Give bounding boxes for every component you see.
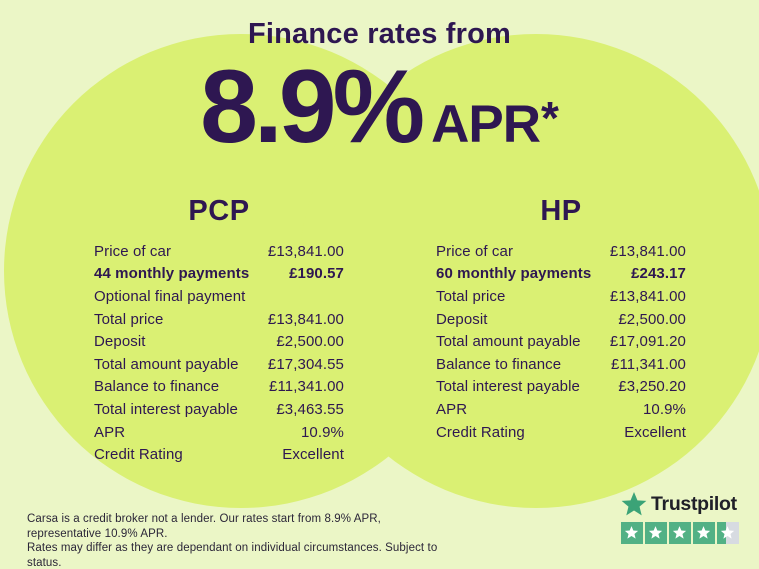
- finance-row-value: £13,841.00: [267, 310, 344, 328]
- finance-row: Total interest payable £3,250.20: [436, 376, 686, 399]
- finance-row-label: Credit Rating: [436, 423, 525, 441]
- finance-row: Credit Rating Excellent: [94, 443, 344, 466]
- star-box-full-icon: [645, 522, 667, 544]
- finance-row: Total interest payable £3,463.55: [94, 398, 344, 421]
- rate-value: 8.9%: [200, 49, 425, 165]
- finance-row-label: Total price: [436, 287, 506, 305]
- finance-row-value: Excellent: [624, 423, 686, 441]
- finance-row-value: 10.9%: [642, 400, 686, 418]
- finance-row: Balance to finance £11,341.00: [94, 376, 344, 399]
- finance-row-label: APR: [436, 400, 468, 418]
- finance-row-label: Credit Rating: [94, 446, 183, 464]
- finance-row: APR 10.9%: [94, 421, 344, 444]
- finance-row-label: Balance to finance: [436, 355, 562, 373]
- finance-row-value: £11,341.00: [611, 355, 686, 373]
- disclaimer-line-1: Carsa is a credit broker not a lender. O…: [27, 513, 381, 540]
- finance-row: Balance to finance £11,341.00: [436, 353, 686, 376]
- finance-row: Total amount payable £17,304.55: [94, 353, 344, 376]
- finance-row-value: £13,841.00: [267, 242, 344, 260]
- banner-title: Finance rates from: [247, 18, 512, 50]
- star-box-half-icon: [717, 522, 739, 544]
- finance-row-label: 60 monthly payments: [436, 265, 592, 283]
- legal-disclaimer: Carsa is a credit broker not a lender. O…: [27, 512, 457, 569]
- finance-row-label: Total interest payable: [94, 400, 238, 418]
- pcp-heading: PCP: [188, 195, 250, 227]
- finance-row-value: £243.17: [631, 265, 686, 283]
- finance-row-label: Total price: [94, 310, 164, 328]
- hp-finance-table: HP Price of car £13,841.00 60 monthly pay…: [436, 194, 686, 443]
- finance-row-value: £2,500.00: [618, 310, 686, 328]
- finance-row: Credit Rating Excellent: [436, 421, 686, 444]
- trustpilot-badge[interactable]: Trustpilot: [620, 490, 739, 544]
- finance-row-label: Price of car: [94, 242, 172, 260]
- finance-row-label: Deposit: [94, 333, 146, 351]
- finance-row: Optional final payment: [94, 285, 344, 308]
- finance-row: 44 monthly payments £190.57: [94, 263, 344, 286]
- finance-row-label: Price of car: [436, 242, 514, 260]
- finance-row: APR 10.9%: [436, 398, 686, 421]
- finance-row: Price of car £13,841.00: [436, 240, 686, 263]
- finance-row: Total price £13,841.00: [94, 308, 344, 331]
- star-box-full-icon: [693, 522, 715, 544]
- finance-row-label: APR: [94, 423, 126, 441]
- rate-unit: APR: [431, 95, 541, 154]
- star-box-full-icon: [669, 522, 691, 544]
- star-box-full-icon: [621, 522, 643, 544]
- finance-row-value: £3,463.55: [276, 400, 344, 418]
- finance-row-label: Total interest payable: [436, 378, 580, 396]
- lime-circle-right: [299, 34, 759, 508]
- rate-asterisk: *: [541, 92, 559, 144]
- finance-row: Price of car £13,841.00: [94, 240, 344, 263]
- finance-row-value: Excellent: [282, 446, 344, 464]
- disclaimer-line-2: Rates may differ as they are dependant o…: [27, 542, 438, 569]
- finance-row-value: £190.57: [289, 265, 344, 283]
- finance-row-value: £3,250.20: [618, 378, 686, 396]
- hp-heading: HP: [540, 195, 582, 227]
- finance-row: 60 monthly payments £243.17: [436, 263, 686, 286]
- trustpilot-star-icon: [621, 491, 647, 516]
- finance-row-label: 44 monthly payments: [94, 265, 250, 283]
- trustpilot-logo-row: Trustpilot: [620, 490, 739, 518]
- finance-row: Total amount payable £17,091.20: [436, 330, 686, 353]
- finance-row-value: £17,304.55: [267, 355, 344, 373]
- finance-row-value: £11,341.00: [269, 378, 344, 396]
- finance-row: Total price £13,841.00: [436, 285, 686, 308]
- finance-row-value: £17,091.20: [609, 333, 686, 351]
- finance-row-value: £2,500.00: [276, 333, 344, 351]
- finance-row-value: £13,841.00: [609, 287, 686, 305]
- headline-rate: 8.9% APR *: [0, 55, 759, 159]
- finance-row-label: Total amount payable: [436, 333, 581, 351]
- trustpilot-wordmark: Trustpilot: [651, 492, 737, 515]
- finance-row-value: 10.9%: [300, 423, 344, 441]
- finance-row-label: Optional final payment: [94, 287, 246, 305]
- finance-row: Deposit £2,500.00: [94, 330, 344, 353]
- trustpilot-rating-stars: [621, 522, 739, 544]
- finance-row-label: Balance to finance: [94, 378, 220, 396]
- finance-row-value: £13,841.00: [609, 242, 686, 260]
- pcp-finance-table: PCP Price of car £13,841.00 44 monthly pa…: [94, 194, 344, 466]
- finance-row-label: Deposit: [436, 310, 488, 328]
- finance-row-label: Total amount payable: [94, 355, 239, 373]
- finance-row: Deposit £2,500.00: [436, 308, 686, 331]
